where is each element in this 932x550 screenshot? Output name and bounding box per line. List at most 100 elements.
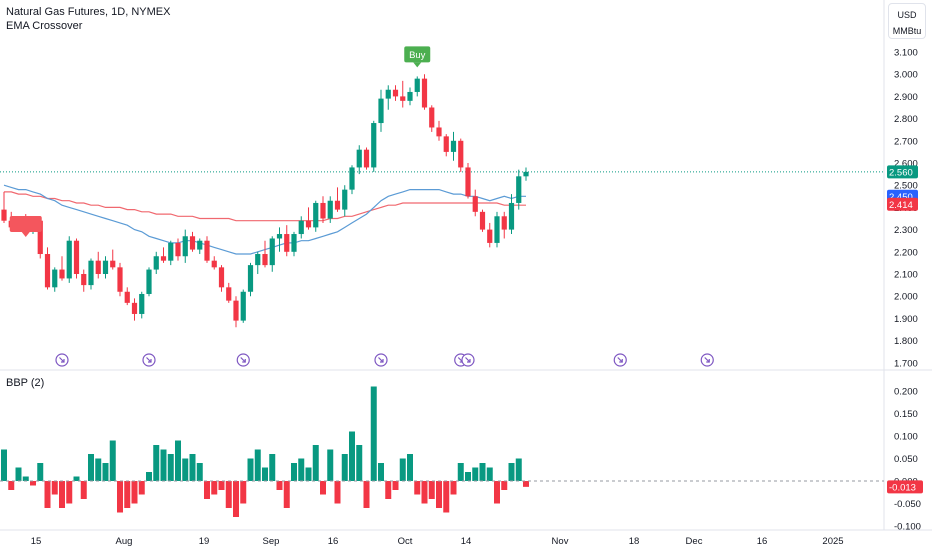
- candle-body: [110, 260, 116, 268]
- event-markers[interactable]: [55, 353, 714, 367]
- price-tick-label: 1.700: [894, 358, 918, 369]
- bbp-bar: [211, 481, 218, 495]
- bbp-legend[interactable]: BBP (2): [6, 377, 45, 389]
- bbp-bar: [240, 481, 247, 504]
- bbp-bar: [8, 481, 15, 490]
- bbp-bar: [175, 440, 181, 481]
- grid-lines: [0, 0, 932, 531]
- price-tick-label: 2.700: [894, 136, 918, 147]
- bbp-bar: [204, 481, 210, 499]
- bbp-tick-label: 0.200: [894, 387, 918, 398]
- symbol-title[interactable]: Natural Gas Futures, 1D, NYMEX: [6, 6, 171, 18]
- candle-body: [44, 254, 51, 288]
- candle-body: [356, 149, 362, 168]
- bbp-tick-label: -0.100: [894, 522, 921, 533]
- candle-body: [400, 96, 406, 101]
- candle-body: [160, 256, 167, 261]
- bbp-tick-label: -0.050: [894, 499, 921, 510]
- candle-body: [153, 256, 159, 270]
- bbp-bar: [15, 467, 22, 481]
- candle-body: [501, 216, 507, 230]
- bbp-bar: [501, 481, 508, 490]
- last-price-label: 2.560: [889, 167, 913, 178]
- currency-unit-button[interactable]: USD MMBtu: [888, 3, 926, 39]
- candle-body: [146, 269, 152, 294]
- candle-body: [218, 267, 225, 288]
- bbp-bar: [370, 386, 377, 481]
- bbp-bar: [269, 454, 276, 481]
- price-tick-label: 2.200: [894, 247, 918, 258]
- candle-body: [392, 89, 399, 97]
- candle-body: [298, 220, 304, 235]
- candle-body: [95, 260, 101, 274]
- bbp-bar: [334, 481, 341, 504]
- sell-signal-pointer: [21, 232, 30, 238]
- bbp-bar: [254, 449, 261, 481]
- candle-body: [421, 78, 428, 108]
- bbp-bar: [428, 481, 435, 499]
- ema-slow-line: [4, 191, 526, 222]
- ema-slow-label-bg: [887, 197, 918, 211]
- candle-body: [211, 260, 217, 268]
- bbp-bar: [320, 481, 326, 495]
- time-tick-label: 16: [328, 536, 339, 547]
- bbp-last-label: -0.013: [889, 482, 916, 493]
- bbp-bar: [102, 463, 109, 481]
- time-tick-label: 19: [199, 536, 210, 547]
- bbp-bar: [486, 467, 493, 481]
- candle-body: [168, 242, 174, 261]
- candle-body: [479, 211, 486, 230]
- bbp-bar: [356, 445, 363, 481]
- candle-body: [334, 200, 341, 210]
- time-tick-label: Dec: [686, 536, 703, 547]
- bbp-bar: [341, 454, 348, 481]
- candle-body: [124, 291, 130, 303]
- candle-body: [320, 202, 326, 219]
- candle-body: [233, 300, 239, 321]
- time-tick-label: Sep: [263, 536, 280, 547]
- bbp-bar: [479, 463, 486, 481]
- bbp-bar: [508, 463, 515, 481]
- candle-body: [197, 240, 203, 250]
- ema-lines: [0, 171, 884, 255]
- bbp-bar: [298, 458, 305, 481]
- candle-body: [269, 238, 275, 266]
- price-tick-label: 3.000: [894, 70, 918, 81]
- candle-body: [284, 234, 290, 252]
- indicator-legend[interactable]: EMA Crossover: [6, 20, 83, 32]
- bbp-bar: [291, 463, 297, 481]
- bbp-bar: [472, 467, 479, 481]
- candle-body: [1, 209, 7, 221]
- bbp-bar: [450, 481, 457, 495]
- bbp-bar: [218, 481, 225, 490]
- bbp-bar: [414, 481, 421, 495]
- candle-body: [327, 200, 333, 219]
- candle-body: [436, 127, 442, 137]
- bbp-bar: [167, 454, 174, 481]
- bbp-tick-label: 0.100: [894, 432, 918, 443]
- candle-body: [276, 234, 283, 239]
- bbp-bar: [421, 481, 428, 504]
- price-tick-label: 2.100: [894, 270, 918, 281]
- candle-body: [516, 176, 522, 203]
- candle-body: [59, 269, 65, 279]
- bbp-bar: [378, 463, 384, 481]
- price-tick-label: 3.100: [894, 48, 918, 59]
- bbp-bar: [51, 481, 58, 495]
- candle-body: [247, 265, 254, 292]
- buy-signal-label: Buy: [409, 50, 426, 61]
- bbp-bar: [494, 481, 500, 504]
- candle-body: [378, 98, 384, 124]
- bbp-bar: [363, 481, 370, 508]
- candle-body: [305, 220, 312, 228]
- bbp-bar: [80, 481, 87, 499]
- buy-signal-pointer: [413, 62, 422, 68]
- bbp-bar: [465, 472, 471, 481]
- time-tick-label: 16: [757, 536, 768, 547]
- candle-body: [371, 123, 377, 168]
- candle-body: [175, 242, 181, 257]
- bbp-bar: [30, 481, 36, 486]
- candlestick-series: [1, 74, 529, 328]
- bbp-bar: [443, 481, 450, 513]
